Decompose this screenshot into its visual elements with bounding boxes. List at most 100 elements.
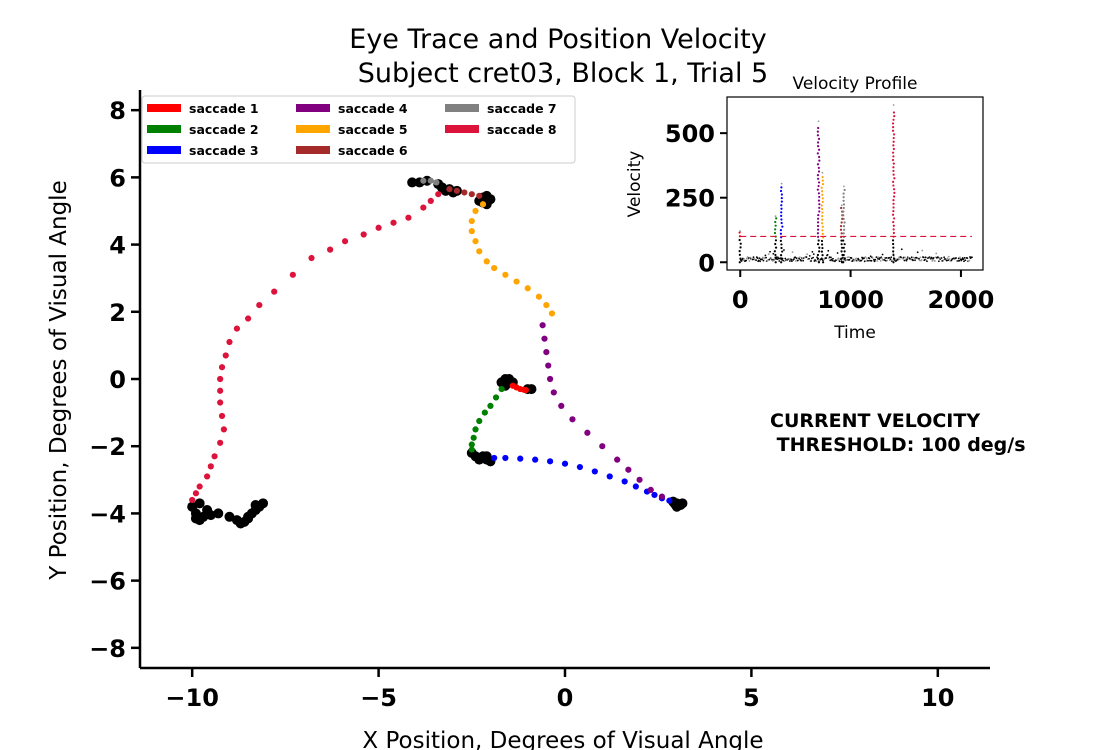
saccade-8-point bbox=[427, 197, 434, 204]
saccade-7-point bbox=[427, 177, 434, 184]
saccade-4-point bbox=[625, 466, 632, 473]
inset-velocity-sample bbox=[755, 259, 758, 262]
inset-peak-5-sample bbox=[821, 246, 824, 250]
inset-peak-8-sample bbox=[892, 246, 895, 249]
inset-x-tick-label: 0 bbox=[732, 286, 749, 314]
inset-peak-2-sample bbox=[773, 250, 776, 253]
inset-velocity-sample bbox=[863, 257, 865, 260]
saccade-4-point bbox=[599, 443, 606, 450]
inset-velocity-sample bbox=[810, 257, 813, 260]
inset-velocity-sample bbox=[790, 260, 793, 263]
saccade-8-point bbox=[217, 375, 224, 383]
inset-peak-4-sample bbox=[817, 239, 820, 242]
inset-velocity-sample bbox=[919, 256, 922, 259]
inset-peak-3-sample bbox=[780, 218, 783, 221]
inset-peak-7-top bbox=[843, 185, 845, 188]
inset-peak-2-sample bbox=[774, 239, 778, 242]
inset-velocity-sample bbox=[914, 259, 916, 262]
inset-velocity-sample bbox=[811, 251, 814, 253]
x-tick-label: 10 bbox=[921, 684, 954, 712]
inset-peak-5-sample bbox=[820, 239, 824, 243]
saccade-5-point bbox=[483, 258, 490, 265]
inset-peak-6-sample bbox=[840, 257, 843, 260]
inset-velocity-sample bbox=[810, 260, 812, 262]
inset-peak-5-sample bbox=[820, 250, 824, 253]
inset-velocity-sample bbox=[926, 260, 928, 263]
inset-velocity-sample bbox=[879, 257, 881, 259]
inset-peak-5-sample bbox=[820, 190, 824, 193]
inset-peak-3-sample bbox=[779, 189, 783, 193]
inset-velocity-sample bbox=[957, 259, 959, 262]
inset-velocity-sample bbox=[808, 254, 811, 257]
inset-peak-8-sample bbox=[892, 217, 896, 220]
inset-velocity-sample bbox=[933, 260, 936, 262]
inset-x-tick-label: 2000 bbox=[928, 286, 995, 314]
saccade-3-point bbox=[532, 456, 539, 463]
saccade-3-point bbox=[651, 491, 658, 499]
inset-velocity-sample bbox=[794, 260, 797, 262]
inset-peak-4-sample bbox=[817, 126, 820, 130]
saccade-1-point bbox=[522, 386, 529, 394]
fixation-point bbox=[224, 511, 235, 522]
saccade-6-point bbox=[446, 186, 453, 193]
inset-peak-4-sample bbox=[816, 232, 820, 235]
legend-swatch-8 bbox=[445, 125, 479, 133]
x-tick-label: 5 bbox=[743, 684, 760, 712]
fixation-point bbox=[190, 513, 201, 524]
inset-x-axis-title: Time bbox=[833, 323, 876, 343]
inset-velocity-sample bbox=[898, 258, 901, 261]
inset-velocity-sample bbox=[890, 256, 893, 259]
inset-peak-3-sample bbox=[781, 225, 784, 228]
inset-velocity-sample bbox=[836, 252, 839, 254]
inset-velocity-sample bbox=[884, 257, 887, 259]
inset-peak-4-sample bbox=[816, 130, 819, 133]
inset-velocity-sample bbox=[836, 258, 838, 261]
inset-peak-2-sample bbox=[773, 231, 777, 235]
saccade-8-point bbox=[375, 224, 382, 231]
legend-frame bbox=[141, 95, 576, 164]
inset-velocity-sample bbox=[788, 260, 791, 262]
saccade-8-point bbox=[271, 288, 278, 295]
inset-peak-1-top bbox=[739, 230, 742, 232]
fixation-point bbox=[258, 498, 269, 509]
saccade-5-point bbox=[472, 238, 479, 245]
inset-peak-3-sample bbox=[779, 232, 783, 235]
inset-velocity-sample bbox=[860, 259, 863, 262]
inset-velocity-sample bbox=[966, 257, 969, 259]
inset-peak-8-sample bbox=[892, 184, 895, 187]
inset-peak-7-sample bbox=[842, 225, 846, 228]
y-tick-label: −6 bbox=[89, 568, 126, 596]
inset-velocity-sample bbox=[876, 260, 879, 262]
inset-peak-8-sample bbox=[892, 147, 895, 151]
inset-title: Velocity Profile bbox=[793, 74, 918, 94]
legend: saccade 1 saccade 2 saccade 3 saccade 4 sacc… bbox=[141, 95, 576, 164]
inset-peak-1-sample bbox=[739, 257, 742, 260]
inset-peak-8-sample bbox=[892, 118, 895, 121]
saccade-8-point bbox=[256, 301, 263, 309]
inset-peak-3-sample bbox=[780, 193, 783, 196]
inset-velocity-sample bbox=[794, 256, 797, 259]
inset-peak-2-sample bbox=[774, 242, 777, 246]
threshold-annotation-line-1: CURRENT VELOCITY bbox=[770, 410, 980, 432]
inset-velocity-sample bbox=[942, 259, 945, 262]
inset-peak-3-sample bbox=[780, 257, 783, 260]
inset-peak-8-sample bbox=[891, 180, 895, 183]
inset-velocity-sample bbox=[783, 260, 786, 263]
inset-velocity-sample bbox=[873, 260, 876, 263]
inset-peak-7-sample bbox=[842, 203, 846, 206]
inset-velocity-sample bbox=[778, 260, 781, 262]
legend-label-3: saccade 3 bbox=[189, 143, 259, 158]
inset-velocity-sample bbox=[948, 258, 951, 260]
inset-velocity-sample bbox=[902, 258, 905, 260]
inset-velocity-sample bbox=[867, 259, 869, 262]
inset-velocity-sample bbox=[947, 259, 950, 262]
inset-velocity-sample bbox=[762, 259, 765, 262]
inset-peak-1-sample bbox=[739, 242, 742, 245]
inset-peak-3-sample bbox=[779, 229, 783, 232]
inset-peak-4-sample bbox=[818, 203, 821, 206]
inset-velocity-sample bbox=[924, 258, 926, 261]
inset-peak-4-sample bbox=[817, 235, 820, 238]
inset-peak-4-sample bbox=[816, 257, 820, 260]
inset-velocity-sample bbox=[790, 258, 793, 261]
inset-velocity-sample bbox=[918, 259, 921, 262]
